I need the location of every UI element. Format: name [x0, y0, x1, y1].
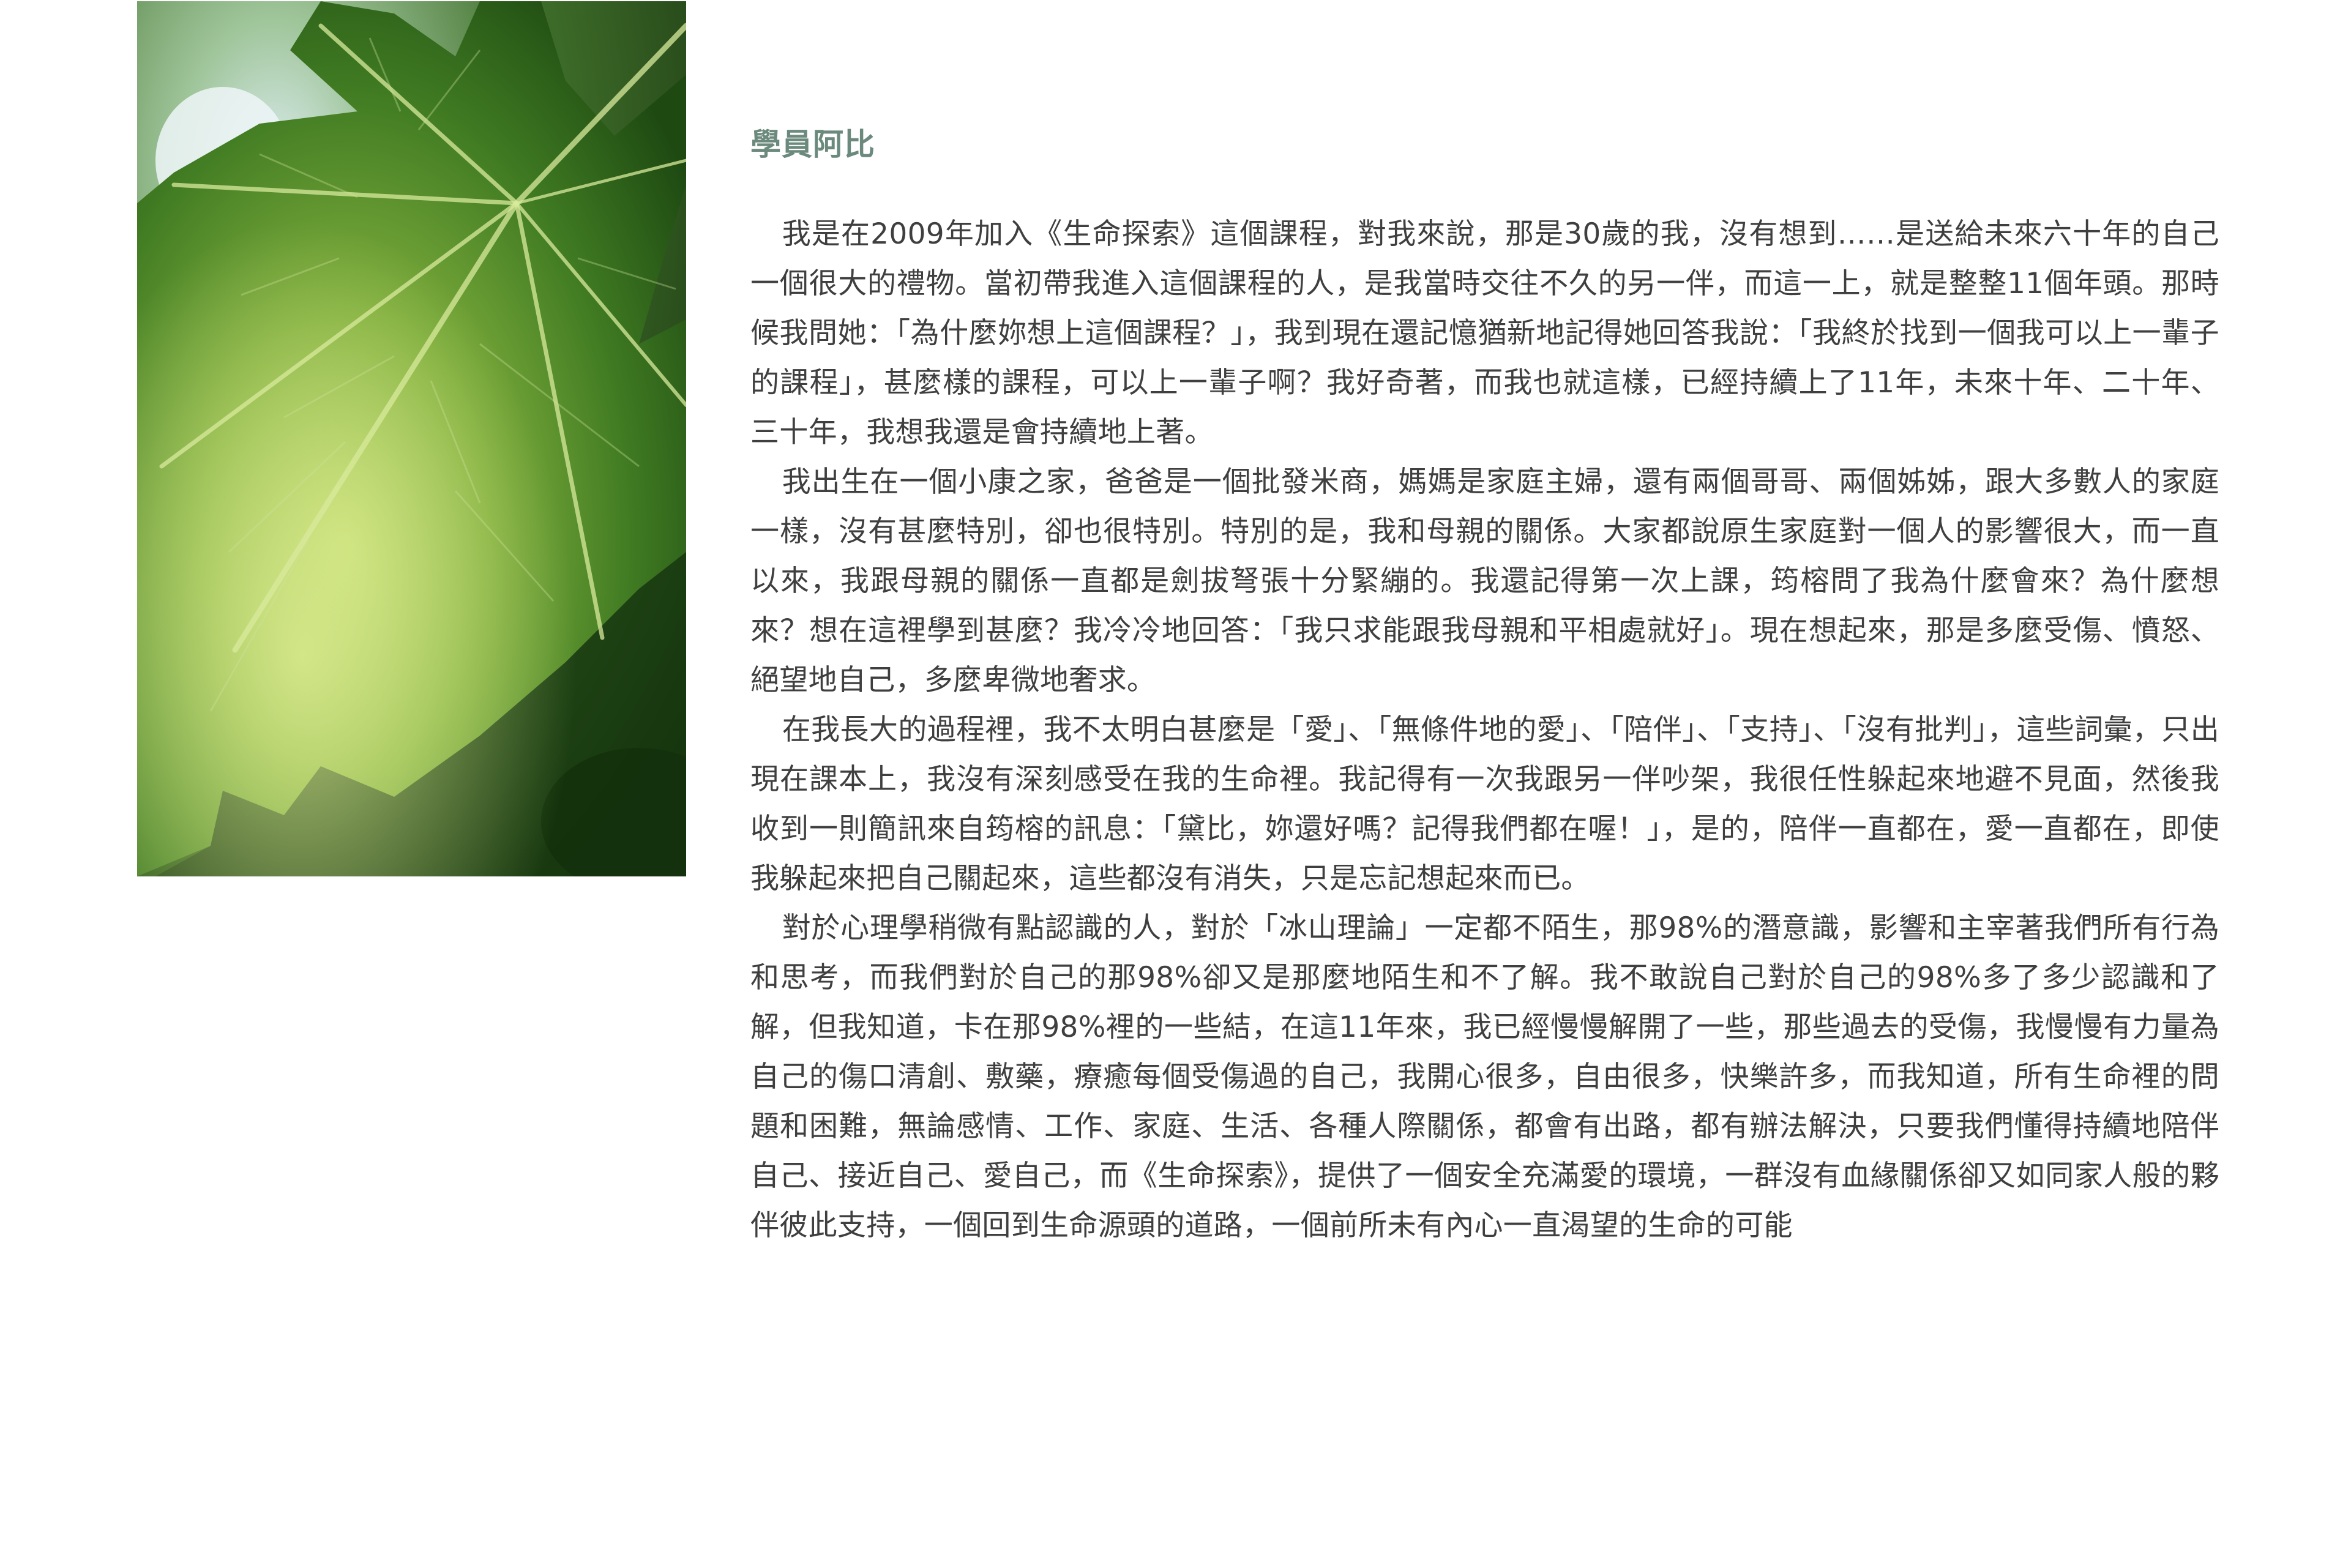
- maple-leaf-icon: [137, 1, 686, 876]
- paragraph-4: 對於心理學稍微有點認識的人，對於「冰山理論」一定都不陌生，那98%的潛意識，影響…: [750, 911, 2219, 1242]
- paragraph-3: 在我長大的過程裡，我不太明白甚麼是「愛」、「無條件地的愛」、「陪伴」、「支持」、…: [750, 713, 2219, 895]
- paragraph-1: 我是在2009年加入《生命探索》這個課程，對我來說，那是30歲的我，沒有想到………: [750, 217, 2219, 449]
- testimonial-article: 學員阿比 我是在2009年加入《生命探索》這個課程，對我來說，那是30歲的我，沒…: [750, 121, 2219, 1250]
- author-name: 學員阿比: [750, 127, 875, 162]
- paragraph-2: 我出生在一個小康之家，爸爸是一個批發米商，媽媽是家庭主婦，還有兩個哥哥、兩個姊姊…: [750, 465, 2219, 697]
- leaf-photo: [137, 1, 686, 876]
